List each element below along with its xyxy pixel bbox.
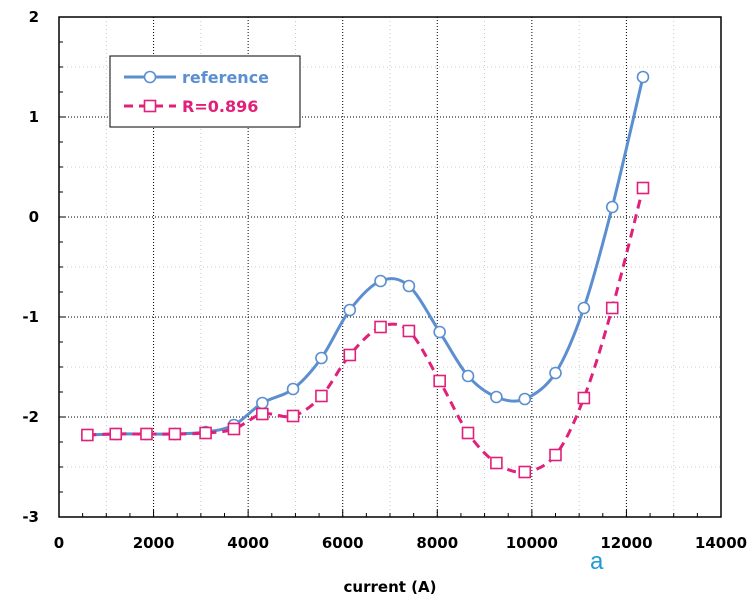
legend-marker xyxy=(143,70,157,84)
data-point xyxy=(402,324,416,338)
data-point xyxy=(490,456,503,470)
legend-item: R=0.896 xyxy=(124,97,258,116)
x-tick-label: 14000 xyxy=(695,534,747,552)
data-point xyxy=(227,422,241,436)
data-point xyxy=(256,407,269,421)
series-2 xyxy=(81,181,650,479)
data-point xyxy=(315,351,328,365)
y-tick-label: 2 xyxy=(29,8,39,26)
y-axis-ticks: -3 -2 -1 0 1 2 xyxy=(22,8,66,526)
stray-label: a xyxy=(590,548,604,575)
legend-marker xyxy=(143,99,157,113)
legend-label: R=0.896 xyxy=(182,97,258,116)
y-tick-label: 1 xyxy=(29,108,39,126)
legend: reference R=0.896 xyxy=(109,55,301,128)
data-point xyxy=(549,366,562,380)
series-line xyxy=(87,76,645,437)
x-tick-label: 10000 xyxy=(506,534,558,552)
data-point xyxy=(433,325,446,339)
data-point xyxy=(343,348,357,362)
data-point xyxy=(402,279,416,293)
data-point xyxy=(286,382,300,396)
x-tick-label: 2000 xyxy=(133,534,175,552)
series-layer xyxy=(81,70,650,479)
x-tick-label: 12000 xyxy=(600,534,652,552)
data-point xyxy=(256,396,269,410)
data-point xyxy=(518,392,532,406)
data-point xyxy=(286,409,300,423)
x-axis-ticks: 0 2000 4000 6000 8000 10000 12000 14000 xyxy=(54,510,747,552)
data-point xyxy=(490,390,503,404)
data-point xyxy=(461,426,475,440)
x-tick-label: 4000 xyxy=(227,534,269,552)
data-point xyxy=(343,303,357,317)
y-tick-label: -2 xyxy=(22,408,39,426)
data-point xyxy=(140,427,153,441)
data-point xyxy=(605,301,619,315)
data-point xyxy=(636,70,650,84)
data-point xyxy=(636,181,650,195)
data-point xyxy=(168,427,182,441)
legend-item: reference xyxy=(124,68,269,87)
x-tick-label: 8000 xyxy=(416,534,458,552)
x-axis-title: current (A) xyxy=(344,578,437,596)
data-point xyxy=(549,448,562,462)
data-point xyxy=(577,301,591,315)
legend-box xyxy=(109,55,301,128)
x-tick-label: 0 xyxy=(54,534,64,552)
data-point xyxy=(374,274,387,288)
legend-label: reference xyxy=(182,68,269,87)
data-point xyxy=(374,320,387,334)
data-point xyxy=(433,374,446,388)
data-point xyxy=(577,391,591,405)
x-tick-label: 6000 xyxy=(322,534,364,552)
data-point xyxy=(518,465,532,479)
data-point xyxy=(81,428,94,442)
data-point xyxy=(461,369,475,383)
data-point xyxy=(109,427,123,441)
data-point xyxy=(605,200,619,214)
y-tick-label: -1 xyxy=(22,308,39,326)
data-point xyxy=(315,389,328,403)
data-point xyxy=(199,426,212,440)
y-tick-label: -3 xyxy=(22,508,39,526)
y-tick-label: 0 xyxy=(29,208,39,226)
